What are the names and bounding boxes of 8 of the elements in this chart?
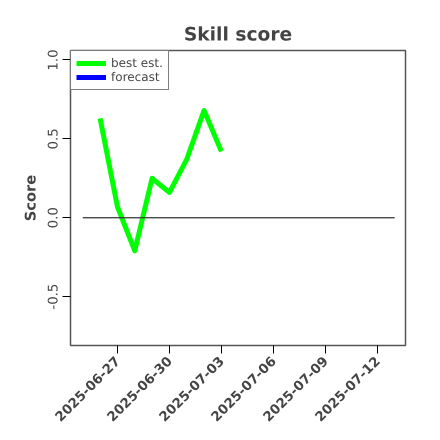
y-tick-label: 0.5 — [46, 128, 62, 150]
y-tick-label: 0.0 — [46, 207, 62, 228]
y-axis-title: Score — [22, 174, 40, 222]
y-tick-label: -0.5 — [46, 284, 62, 310]
y-tick-label: 1.0 — [46, 49, 62, 71]
chart-title: Skill score — [184, 24, 292, 46]
legend-label: best est. — [111, 56, 163, 70]
legend-label: forecast — [111, 70, 160, 84]
